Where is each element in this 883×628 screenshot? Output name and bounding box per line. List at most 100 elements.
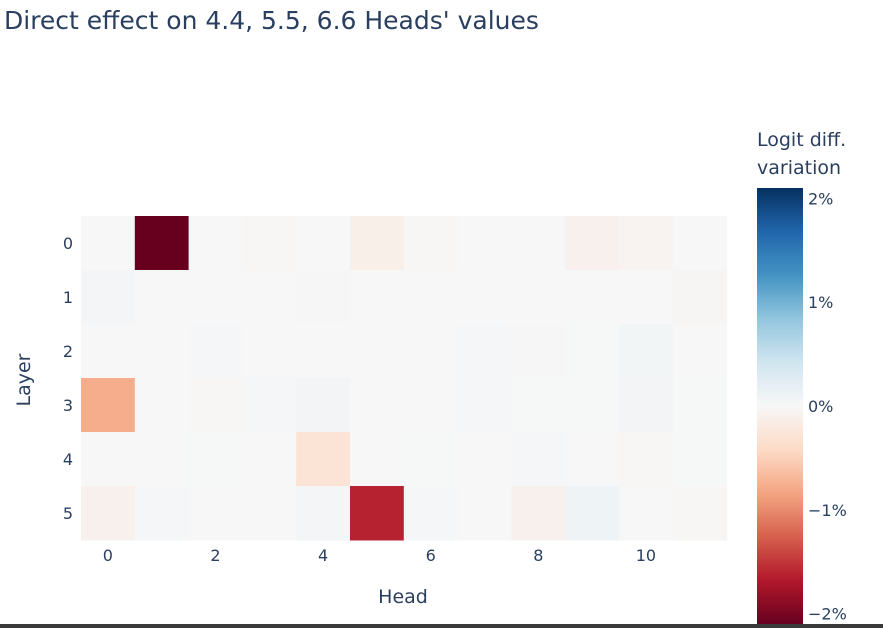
heatmap-cell bbox=[619, 324, 674, 379]
colorbar-ticks: 2% 1% 0% −1% −2% bbox=[808, 189, 847, 623]
heatmap-cell bbox=[672, 378, 728, 433]
heatmap-cell bbox=[81, 216, 136, 271]
x-tick-label: 4 bbox=[318, 546, 328, 565]
y-tick-label: 3 bbox=[63, 396, 73, 415]
heatmap-cell bbox=[134, 432, 190, 487]
heatmap-cell bbox=[672, 432, 728, 487]
heatmap-cell bbox=[188, 324, 243, 379]
y-tick-label: 2 bbox=[63, 342, 73, 361]
heatmap-cell bbox=[134, 486, 190, 541]
x-axis-title: Head bbox=[378, 586, 428, 608]
heatmap-cell bbox=[296, 486, 351, 541]
heatmap-cell bbox=[134, 378, 190, 433]
y-tick-label: 5 bbox=[63, 504, 73, 523]
colorbar-tick-label: 2% bbox=[808, 189, 833, 208]
heatmap-cell bbox=[511, 270, 566, 325]
heatmap-cell bbox=[619, 486, 674, 541]
heatmap-cell bbox=[81, 432, 136, 487]
heatmap-cell bbox=[134, 270, 190, 325]
heatmap-cell bbox=[350, 270, 405, 325]
heatmap-cell bbox=[242, 216, 297, 271]
heatmap-cell bbox=[81, 486, 136, 541]
heatmap-cell bbox=[619, 270, 674, 325]
heatmap-cell bbox=[511, 486, 566, 541]
heatmap-cell bbox=[296, 324, 351, 379]
x-tick-label: 6 bbox=[426, 546, 436, 565]
y-axis-title: Layer bbox=[13, 353, 35, 406]
heatmap-cell bbox=[188, 432, 243, 487]
heatmap-cell bbox=[403, 432, 459, 487]
heatmap-cell bbox=[565, 432, 620, 487]
heatmap-cell bbox=[457, 432, 512, 487]
heatmap-cell bbox=[403, 378, 459, 433]
heatmap-cell bbox=[242, 432, 297, 487]
heatmap-cell bbox=[457, 378, 512, 433]
heatmap-cell bbox=[672, 324, 728, 379]
heatmap-cell bbox=[511, 378, 566, 433]
heatmap-cell bbox=[403, 324, 459, 379]
heatmap-cell bbox=[188, 270, 243, 325]
heatmap-cell bbox=[457, 270, 512, 325]
colorbar-tick-label: 0% bbox=[808, 397, 833, 416]
heatmap-cell bbox=[81, 270, 136, 325]
heatmap-cell bbox=[242, 324, 297, 379]
heatmap-cell bbox=[81, 324, 136, 379]
y-tick-label: 4 bbox=[63, 450, 73, 469]
heatmap-cell bbox=[403, 216, 459, 271]
heatmap-cell bbox=[296, 432, 351, 487]
x-tick-label: 0 bbox=[103, 546, 113, 565]
heatmap-cell bbox=[350, 432, 405, 487]
heatmap-cell bbox=[403, 486, 459, 541]
colorbar-tick-label: 1% bbox=[808, 293, 833, 312]
heatmap-cell bbox=[188, 486, 243, 541]
heatmap-cell bbox=[619, 378, 674, 433]
heatmap-cell bbox=[511, 216, 566, 271]
heatmap-cell bbox=[619, 432, 674, 487]
heatmap-cell bbox=[134, 216, 190, 271]
heatmap-cell bbox=[296, 216, 351, 271]
heatmap-cell bbox=[403, 270, 459, 325]
heatmap-cell bbox=[350, 486, 405, 541]
x-axis-ticks: 0 2 4 6 8 10 bbox=[103, 546, 656, 565]
heatmap-cell bbox=[672, 270, 728, 325]
heatmap-cell bbox=[457, 216, 512, 271]
colorbar-tick-label: −1% bbox=[808, 501, 847, 520]
heatmap-cell bbox=[511, 432, 566, 487]
heatmap-cell bbox=[565, 270, 620, 325]
heatmap-cell bbox=[242, 378, 297, 433]
colorbar-tick-label: −2% bbox=[808, 605, 847, 624]
x-tick-label: 10 bbox=[636, 546, 656, 565]
window-bottom-border bbox=[0, 624, 883, 628]
heatmap-cell bbox=[457, 486, 512, 541]
heatmap-cell bbox=[296, 270, 351, 325]
heatmap-cell bbox=[672, 486, 728, 541]
y-tick-label: 1 bbox=[63, 288, 73, 307]
colorbar-title: Logit diff. variation bbox=[757, 129, 847, 179]
heatmap-cell bbox=[81, 378, 136, 433]
x-tick-label: 8 bbox=[533, 546, 543, 565]
heatmap-cell bbox=[565, 324, 620, 379]
x-tick-label: 2 bbox=[210, 546, 220, 565]
chart-title: Direct effect on 4.4, 5.5, 6.6 Heads' va… bbox=[4, 6, 539, 35]
heatmap-cell bbox=[565, 216, 620, 271]
y-axis-ticks: 0 1 2 3 4 5 bbox=[63, 234, 73, 523]
colorbar bbox=[757, 188, 803, 624]
heatmap-cell bbox=[565, 378, 620, 433]
heatmap-cell bbox=[134, 324, 190, 379]
heatmap-cell bbox=[188, 378, 243, 433]
heatmap-cell bbox=[619, 216, 674, 271]
heatmap-cell bbox=[242, 486, 297, 541]
heatmap-cell bbox=[565, 486, 620, 541]
heatmap-cell bbox=[350, 324, 405, 379]
heatmap-cell bbox=[350, 216, 405, 271]
heatmap-cell bbox=[672, 216, 728, 271]
y-tick-label: 0 bbox=[63, 234, 73, 253]
heatmap-cells bbox=[81, 216, 728, 541]
heatmap-cell bbox=[296, 378, 351, 433]
heatmap-cell bbox=[188, 216, 243, 271]
heatmap-cell bbox=[242, 270, 297, 325]
heatmap-cell bbox=[457, 324, 512, 379]
heatmap-cell bbox=[350, 378, 405, 433]
heatmap-cell bbox=[511, 324, 566, 379]
